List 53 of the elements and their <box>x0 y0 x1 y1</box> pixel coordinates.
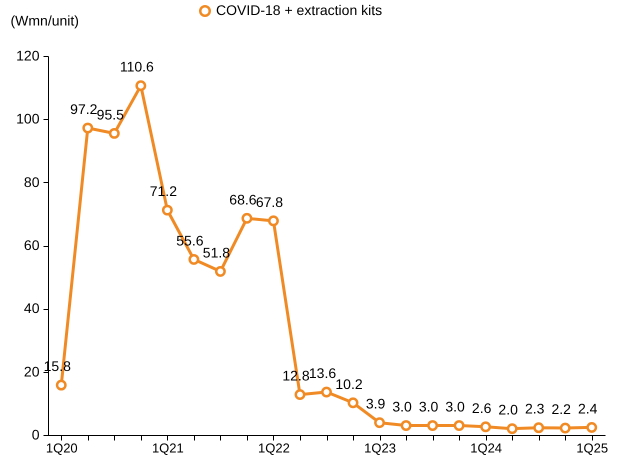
point <box>374 417 385 428</box>
y-tick-label: 40 <box>24 300 40 316</box>
point <box>321 386 332 398</box>
y-tick-label: 20 <box>24 363 40 380</box>
data-label: 3.0 <box>392 398 412 415</box>
point <box>400 420 412 431</box>
point <box>480 421 492 432</box>
data-label: 2.6 <box>472 400 492 416</box>
x-tick-label: 1Q24 <box>470 440 502 456</box>
data-label: 2.4 <box>578 400 598 416</box>
x-tick-label: 1Q23 <box>364 440 396 456</box>
x-tick-label: 1Q25 <box>576 440 608 456</box>
y-tick-label: 60 <box>24 237 40 253</box>
legend-label: COVID-18 + extraction kits <box>216 2 382 18</box>
y-tick-label: 120 <box>16 48 40 64</box>
data-label: 10.2 <box>335 376 363 392</box>
data-label: 97.2 <box>70 101 98 118</box>
data-label: 2.3 <box>524 400 545 417</box>
point <box>82 122 94 134</box>
y-tick-label: 100 <box>16 110 40 127</box>
data-label: 3.9 <box>366 396 386 412</box>
point <box>135 80 146 92</box>
point <box>188 254 200 265</box>
y-axis-title: (Wmn/unit) <box>10 12 79 28</box>
data-label: 51.8 <box>202 244 230 260</box>
y-tick-label: 0 <box>32 426 40 442</box>
point <box>162 204 173 216</box>
point <box>348 397 358 408</box>
point <box>241 212 252 224</box>
point <box>294 389 306 400</box>
data-label: 2.2 <box>551 401 572 418</box>
point <box>533 422 544 434</box>
point <box>427 420 438 431</box>
data-label: 67.8 <box>256 194 284 210</box>
point <box>560 422 571 434</box>
point <box>586 422 598 433</box>
point <box>268 215 279 226</box>
data-label: 13.6 <box>308 365 336 382</box>
data-label: 2.0 <box>498 402 518 418</box>
x-tick-label: 1Q20 <box>46 440 78 456</box>
x-tick-label: 1Q21 <box>152 440 184 456</box>
point <box>56 380 67 391</box>
data-label: 110.6 <box>120 58 154 75</box>
data-label: 3.0 <box>418 398 439 415</box>
data-label: 95.5 <box>96 106 124 122</box>
x-tick-label: 1Q22 <box>258 440 290 456</box>
point <box>454 420 465 431</box>
data-label: 3.0 <box>445 398 466 415</box>
data-label: 68.6 <box>229 191 257 208</box>
point <box>506 423 518 434</box>
y-tick-label: 80 <box>24 174 40 190</box>
point <box>108 128 120 139</box>
point <box>214 266 226 277</box>
